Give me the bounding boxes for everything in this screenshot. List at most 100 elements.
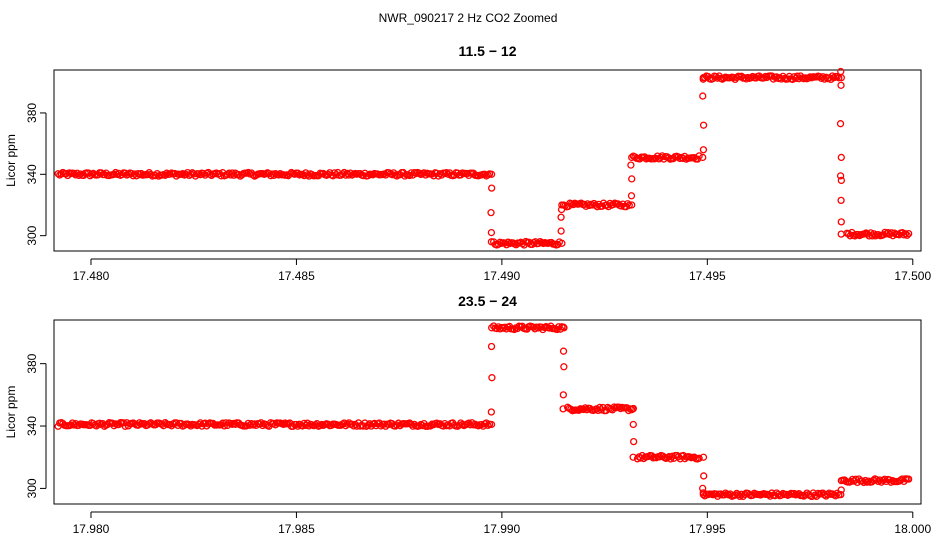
data-point: [487, 420, 496, 429]
data-point: [695, 454, 703, 462]
data-point: [559, 405, 567, 413]
data-point: [558, 239, 566, 247]
data-point: [833, 72, 841, 81]
x-tick-label: 17.480: [73, 269, 110, 283]
data-point: [837, 176, 846, 185]
x-tick-label: 17.485: [278, 269, 315, 283]
data-point: [629, 405, 637, 413]
data-point: [488, 374, 496, 382]
data-point: [166, 170, 174, 178]
data-point: [837, 67, 845, 76]
data-point: [864, 477, 873, 485]
data-point: [345, 171, 353, 179]
plot-frame: [53, 69, 922, 252]
data-point: [481, 170, 489, 178]
data-point: [575, 406, 583, 414]
data-point: [135, 419, 144, 427]
data-point: [837, 476, 845, 485]
data-point: [903, 231, 911, 239]
data-point: [279, 420, 288, 429]
data-point: [179, 170, 187, 178]
data-point: [628, 153, 636, 162]
data-point: [837, 74, 845, 82]
data-point: [628, 201, 636, 209]
data-point: [837, 230, 845, 238]
data-point: [837, 490, 845, 499]
data-point: [415, 169, 423, 177]
data-point: [487, 342, 496, 351]
data-point: [57, 170, 65, 178]
panel-title: 23.5 − 24: [458, 293, 517, 309]
x-tick-label: 17.980: [73, 522, 110, 536]
data-point: [861, 476, 870, 485]
data-point: [166, 420, 174, 429]
y-tick-label: 340: [25, 416, 39, 436]
y-tick-label: 380: [25, 103, 39, 123]
data-point: [559, 391, 567, 399]
data-point: [559, 347, 568, 355]
chart-panel-upper: 11.5 − 12 17.480 17.485 17.490 17.495 17.500 3…: [4, 43, 931, 283]
data-point: [196, 171, 204, 179]
data-point: [629, 453, 637, 461]
data-point: [628, 406, 636, 414]
data-point: [487, 170, 496, 178]
data-point: [110, 422, 118, 430]
data-point: [504, 238, 512, 246]
data-point: [790, 489, 798, 498]
data-point: [557, 227, 565, 235]
x-tick-label: 17.985: [278, 522, 315, 536]
data-point: [182, 170, 190, 179]
x-tick-label: 18.000: [894, 522, 931, 536]
data-point: [557, 205, 566, 214]
data-point: [837, 153, 845, 162]
chart-panel-lower: 23.5 − 24 17.980 17.985 17.990 17.995 18.000 3…: [4, 293, 931, 536]
data-point: [835, 74, 843, 82]
data-point: [560, 324, 568, 332]
data-point: [510, 325, 518, 334]
data-point: [501, 323, 509, 331]
x-tick-label: 17.490: [484, 269, 521, 283]
data-point: [699, 153, 707, 162]
data-point: [837, 81, 845, 89]
data-point: [487, 238, 496, 246]
data-point: [837, 486, 845, 494]
data-point: [905, 229, 913, 238]
data-point: [487, 208, 495, 217]
data-point: [487, 408, 496, 416]
data-point: [629, 420, 637, 429]
data-point: [364, 421, 372, 429]
data-point: [695, 152, 703, 160]
data-point: [627, 192, 636, 200]
data-point: [393, 421, 401, 429]
panel-title: 11.5 − 12: [458, 43, 516, 59]
data-point: [294, 169, 302, 177]
data-point: [294, 422, 302, 430]
data-point: [484, 421, 492, 430]
data-point: [700, 472, 708, 480]
data-point: [487, 228, 496, 237]
data-point: [699, 453, 708, 461]
data-point: [882, 230, 891, 238]
data-point: [837, 196, 845, 205]
data-point: [364, 172, 372, 180]
data-point: [407, 420, 415, 429]
data-point: [836, 172, 845, 180]
data-point: [484, 171, 492, 179]
y-tick-label: 300: [25, 225, 39, 245]
x-tick-label: 17.500: [894, 269, 931, 283]
data-point: [624, 200, 632, 208]
data-point: [699, 74, 707, 82]
data-point: [558, 201, 566, 209]
y-tick-label: 300: [25, 478, 39, 498]
data-point: [617, 202, 625, 210]
data-point: [270, 171, 278, 180]
x-tick-label: 17.990: [484, 522, 521, 536]
figure-title: NWR_090217 2 Hz CO2 Zoomed: [379, 11, 558, 25]
data-point: [901, 230, 910, 238]
y-tick-label: 340: [25, 164, 39, 184]
data-point: [488, 184, 496, 192]
data-point: [836, 120, 845, 128]
data-point: [699, 92, 707, 100]
data-point: [699, 121, 708, 129]
